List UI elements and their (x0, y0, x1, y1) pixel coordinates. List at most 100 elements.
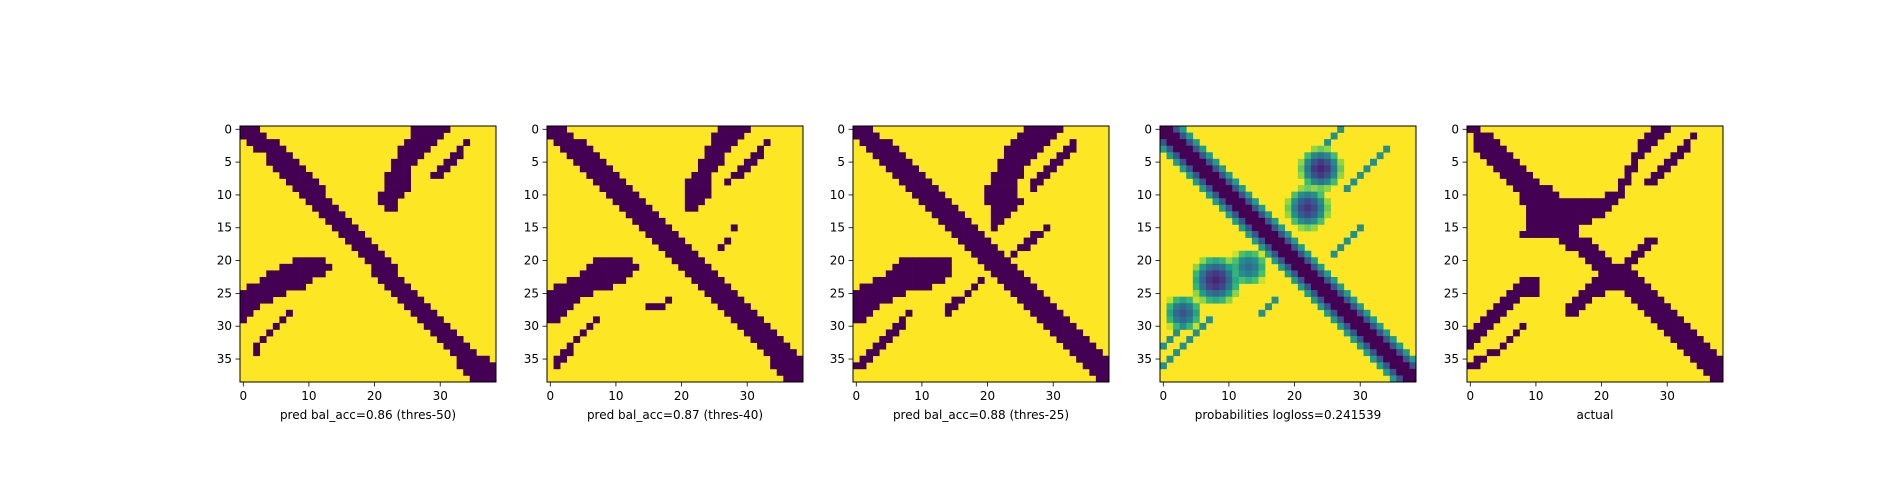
heatmap-cell (1350, 336, 1358, 343)
heatmap-cell (684, 250, 692, 258)
heatmap-cell (918, 198, 926, 206)
heatmap-cell (990, 224, 998, 232)
heatmap-cell (853, 132, 860, 140)
heatmap-cell (1696, 342, 1704, 350)
heatmap-cell (1010, 283, 1018, 291)
heatmap-cell (990, 178, 998, 186)
heatmap-cell (704, 165, 712, 173)
heatmap-cell (1205, 165, 1213, 173)
heatmap-cell (750, 158, 758, 166)
heatmap-cell (1473, 139, 1481, 147)
heatmap-cell (1565, 204, 1573, 212)
heatmap-cell (560, 283, 568, 291)
heatmap-cell (1617, 270, 1625, 278)
heatmap-cell (879, 342, 887, 350)
heatmap-cell (704, 283, 712, 291)
heatmap-cell (964, 237, 972, 245)
heatmap-cell (1017, 296, 1025, 304)
heatmap-cell (704, 276, 712, 284)
heatmap-cell (599, 178, 607, 186)
heatmap-cell (364, 250, 372, 258)
heatmap-cell (892, 290, 900, 298)
heatmap-cell (977, 276, 985, 284)
heatmap-cell (1017, 290, 1025, 298)
y-tick-label: 30 (217, 319, 232, 333)
heatmap-cell (964, 224, 972, 232)
heatmap-cell (1637, 244, 1645, 252)
heatmap-cell (1225, 211, 1233, 219)
heatmap-cell (958, 296, 965, 304)
heatmap-cell (443, 126, 451, 133)
heatmap-cell (1291, 198, 1299, 206)
heatmap-cell (1473, 126, 1481, 133)
heatmap-cell (763, 329, 771, 337)
heatmap-cell (1545, 204, 1553, 212)
x-tick-label: 30 (740, 389, 755, 403)
heatmap-cell (592, 276, 600, 284)
heatmap-cell (859, 132, 867, 140)
heatmap-cell (1297, 165, 1305, 173)
heatmap-cell (1317, 283, 1325, 291)
heatmap-cell (1245, 204, 1253, 212)
heatmap-cell (390, 158, 398, 166)
heatmap-cell (1624, 165, 1632, 173)
heatmap-cell (1709, 362, 1717, 370)
heatmap-cell (866, 290, 874, 298)
heatmap-cell (573, 152, 581, 160)
x-tick-label: 20 (674, 389, 689, 403)
heatmap-cell (1310, 283, 1318, 291)
heatmap-cell (312, 257, 320, 265)
heatmap-cell (246, 139, 254, 147)
heatmap-cell (1578, 211, 1586, 219)
heatmap-cell (1480, 322, 1488, 330)
heatmap-cell (1212, 276, 1220, 284)
heatmap-cell (885, 296, 893, 304)
heatmap-cell (1383, 368, 1391, 376)
heatmap-cell (691, 263, 699, 271)
heatmap-cell (299, 165, 306, 173)
heatmap-cell (1539, 191, 1547, 199)
heatmap-cell (1251, 217, 1259, 225)
heatmap-cell (763, 336, 771, 343)
heatmap-cell (1258, 231, 1266, 238)
heatmap-cell (1356, 322, 1364, 330)
heatmap-cell (1219, 165, 1226, 173)
heatmap-cell (1219, 263, 1226, 271)
heatmap-cell (892, 171, 900, 179)
heatmap-cell (1363, 329, 1371, 337)
heatmap-cell (931, 211, 939, 219)
heatmap-cell (944, 309, 952, 317)
heatmap-cell (371, 257, 379, 265)
heatmap-cell (1493, 349, 1501, 357)
heatmap-cell (1166, 316, 1174, 324)
heatmap-cell (1650, 296, 1658, 304)
heatmap-cell (1023, 283, 1031, 291)
heatmap-cell (892, 329, 900, 337)
heatmap-cell (853, 303, 860, 311)
heatmap-cell (397, 171, 405, 179)
heatmap-cell (1617, 178, 1625, 186)
heatmap-cell (990, 211, 998, 219)
heatmap-cell (1271, 257, 1279, 265)
heatmap-cell (658, 244, 666, 252)
heatmap-cell (1089, 349, 1097, 357)
heatmap-cell (684, 198, 692, 206)
heatmap-cell (1343, 185, 1351, 192)
heatmap-cell (912, 185, 919, 192)
heatmap-cell (1545, 191, 1553, 199)
heatmap-cell (1271, 250, 1279, 258)
heatmap-cell (1063, 152, 1070, 160)
heatmap-cell (697, 185, 705, 192)
heatmap-cell (1199, 158, 1207, 166)
heatmap-cell (704, 152, 712, 160)
heatmap-cell (553, 283, 561, 291)
heatmap-cell (1637, 290, 1645, 298)
y-tick-label: 20 (217, 254, 232, 268)
heatmap-cell (1703, 355, 1711, 363)
heatmap-cell (1030, 231, 1038, 238)
heatmap-cell (872, 303, 880, 311)
heatmap-cell (410, 132, 418, 140)
y-tick-label: 35 (830, 352, 845, 366)
heatmap-cell (1565, 309, 1573, 317)
heatmap-cell (1473, 355, 1481, 363)
